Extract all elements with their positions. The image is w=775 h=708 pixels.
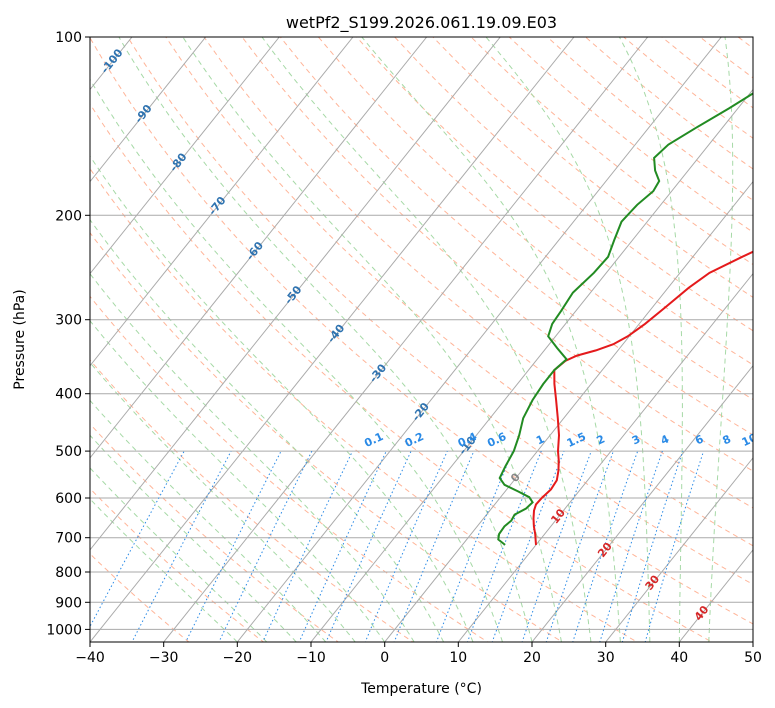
y-tick-label: 200 bbox=[55, 208, 82, 224]
moist-adiabat bbox=[90, 320, 386, 642]
dry-adiabat bbox=[355, 37, 753, 366]
isotherm-line bbox=[310, 88, 753, 642]
x-tick-label: −20 bbox=[223, 650, 253, 666]
dry-adiabat bbox=[90, 423, 340, 642]
isotherm-line bbox=[163, 37, 649, 642]
moist-adiabat bbox=[182, 37, 562, 642]
axes: −40 −30 −20 −10 0 10 20 30 40 50 100 200 300 400 500 60… bbox=[46, 30, 762, 666]
y-tick-label: 700 bbox=[55, 531, 82, 547]
moist-adiabat bbox=[361, 37, 621, 642]
mixing-ratio-line bbox=[545, 450, 614, 642]
moist-adiabat bbox=[118, 37, 533, 642]
x-tick-label: −10 bbox=[296, 650, 326, 666]
sounding-series bbox=[497, 92, 753, 546]
moist-adiabat bbox=[90, 218, 445, 642]
dry-adiabat bbox=[90, 359, 414, 642]
isotherm-line bbox=[90, 37, 575, 642]
y-tick-label: 100 bbox=[55, 30, 82, 46]
background-lines bbox=[90, 37, 753, 642]
y-axis-title: Pressure (hPa) bbox=[12, 289, 28, 389]
moist-adiabat bbox=[90, 155, 474, 642]
isotherm-line bbox=[605, 457, 753, 642]
dry-adiabat bbox=[279, 37, 753, 436]
mixing-ratio-line bbox=[218, 450, 313, 642]
x-tick-label: 50 bbox=[744, 650, 762, 666]
mixing-ratio-line bbox=[644, 450, 705, 642]
moist-adiabat bbox=[485, 37, 651, 642]
mixing-ratio-line bbox=[90, 450, 185, 628]
isotherm-line bbox=[384, 180, 753, 642]
dewpoint-line bbox=[497, 92, 753, 546]
dry-adiabat bbox=[432, 37, 753, 298]
moist-adiabat bbox=[90, 361, 356, 642]
y-tick-label: 1000 bbox=[46, 622, 82, 638]
dry-adiabat bbox=[90, 553, 190, 642]
dry-adiabat bbox=[90, 231, 564, 642]
y-tick-label: 800 bbox=[55, 565, 82, 581]
moist-adiabat bbox=[90, 434, 297, 642]
moist-adiabat bbox=[90, 78, 503, 642]
isotherm-line bbox=[90, 37, 501, 551]
dry-adiabat bbox=[90, 37, 753, 625]
isotherm-line bbox=[90, 37, 428, 459]
isotherm-line bbox=[90, 37, 207, 183]
moist-adiabat bbox=[618, 37, 683, 642]
isotherm-line bbox=[90, 37, 354, 367]
moist-adiabat bbox=[90, 399, 327, 642]
x-tick-label: 30 bbox=[597, 650, 615, 666]
chart-title: wetPf2_S199.2026.061.19.09.E03 bbox=[286, 13, 557, 33]
y-tick-label: 900 bbox=[55, 595, 82, 611]
x-tick-label: 20 bbox=[523, 650, 541, 666]
moist-adiabat bbox=[261, 37, 592, 642]
isotherms bbox=[90, 37, 753, 642]
plot-frame bbox=[89, 36, 754, 643]
x-tick-label: 0 bbox=[380, 650, 389, 666]
dry-adiabat bbox=[203, 37, 753, 509]
x-tick-label: −30 bbox=[149, 650, 179, 666]
isotherm-line bbox=[236, 37, 722, 642]
x-tick-label: 10 bbox=[449, 650, 467, 666]
temperature-line bbox=[532, 250, 753, 545]
y-tick-label: 600 bbox=[55, 491, 82, 507]
mixing-ratio-label: 10 bbox=[740, 431, 760, 449]
dry-adiabat bbox=[90, 295, 489, 642]
x-axis-title: Temperature (°C) bbox=[360, 681, 482, 697]
dry-adiabat bbox=[90, 167, 639, 642]
y-tick-label: 300 bbox=[55, 313, 82, 329]
mixing-ratio-line bbox=[393, 450, 475, 642]
mixing-ratio-line bbox=[262, 450, 353, 642]
mixing-ratio-line bbox=[325, 450, 412, 642]
mixing-ratio-line bbox=[131, 450, 232, 642]
x-tick-label: 40 bbox=[670, 650, 688, 666]
mixing-ratio-lines bbox=[90, 450, 705, 642]
y-tick-label: 500 bbox=[55, 444, 82, 460]
moist-adiabat bbox=[708, 37, 734, 642]
dry-adiabat bbox=[90, 103, 713, 642]
mixing-ratio-line bbox=[572, 450, 639, 642]
pressure-gridlines bbox=[90, 37, 753, 630]
isotherm-line bbox=[90, 37, 280, 275]
isotherm-line bbox=[531, 364, 753, 642]
moist-adiabats bbox=[90, 37, 734, 642]
x-tick-label: −40 bbox=[75, 650, 105, 666]
y-tick-label: 400 bbox=[55, 387, 82, 403]
mixing-ratio-line bbox=[364, 450, 448, 642]
isotherm-line bbox=[457, 272, 753, 642]
